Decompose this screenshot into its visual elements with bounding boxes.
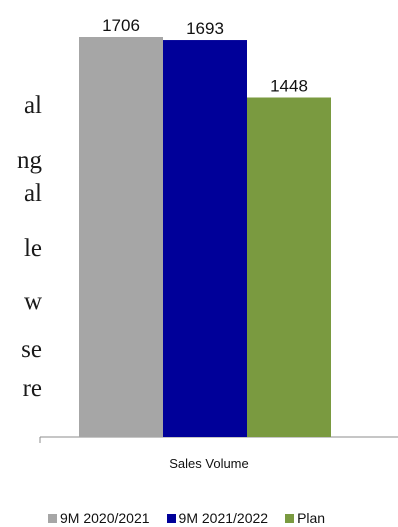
data-label: 1693 bbox=[186, 19, 224, 38]
bar bbox=[79, 37, 163, 437]
legend-swatch bbox=[167, 514, 176, 523]
legend-label: 9M 2020/2021 bbox=[60, 510, 150, 526]
legend-label: Plan bbox=[297, 510, 325, 526]
chart-legend: 9M 2020/2021 9M 2021/2022 Plan bbox=[48, 510, 325, 526]
bar bbox=[163, 40, 247, 437]
legend-label: 9M 2021/2022 bbox=[179, 510, 269, 526]
legend-item: 9M 2021/2022 bbox=[167, 510, 269, 526]
legend-swatch bbox=[285, 514, 294, 523]
legend-item: 9M 2020/2021 bbox=[48, 510, 150, 526]
data-label: 1706 bbox=[102, 16, 140, 35]
data-label: 1448 bbox=[270, 76, 308, 95]
legend-item: Plan bbox=[285, 510, 325, 526]
legend-swatch bbox=[48, 514, 57, 523]
category-label: Sales Volume bbox=[169, 456, 249, 471]
bar bbox=[247, 97, 331, 437]
